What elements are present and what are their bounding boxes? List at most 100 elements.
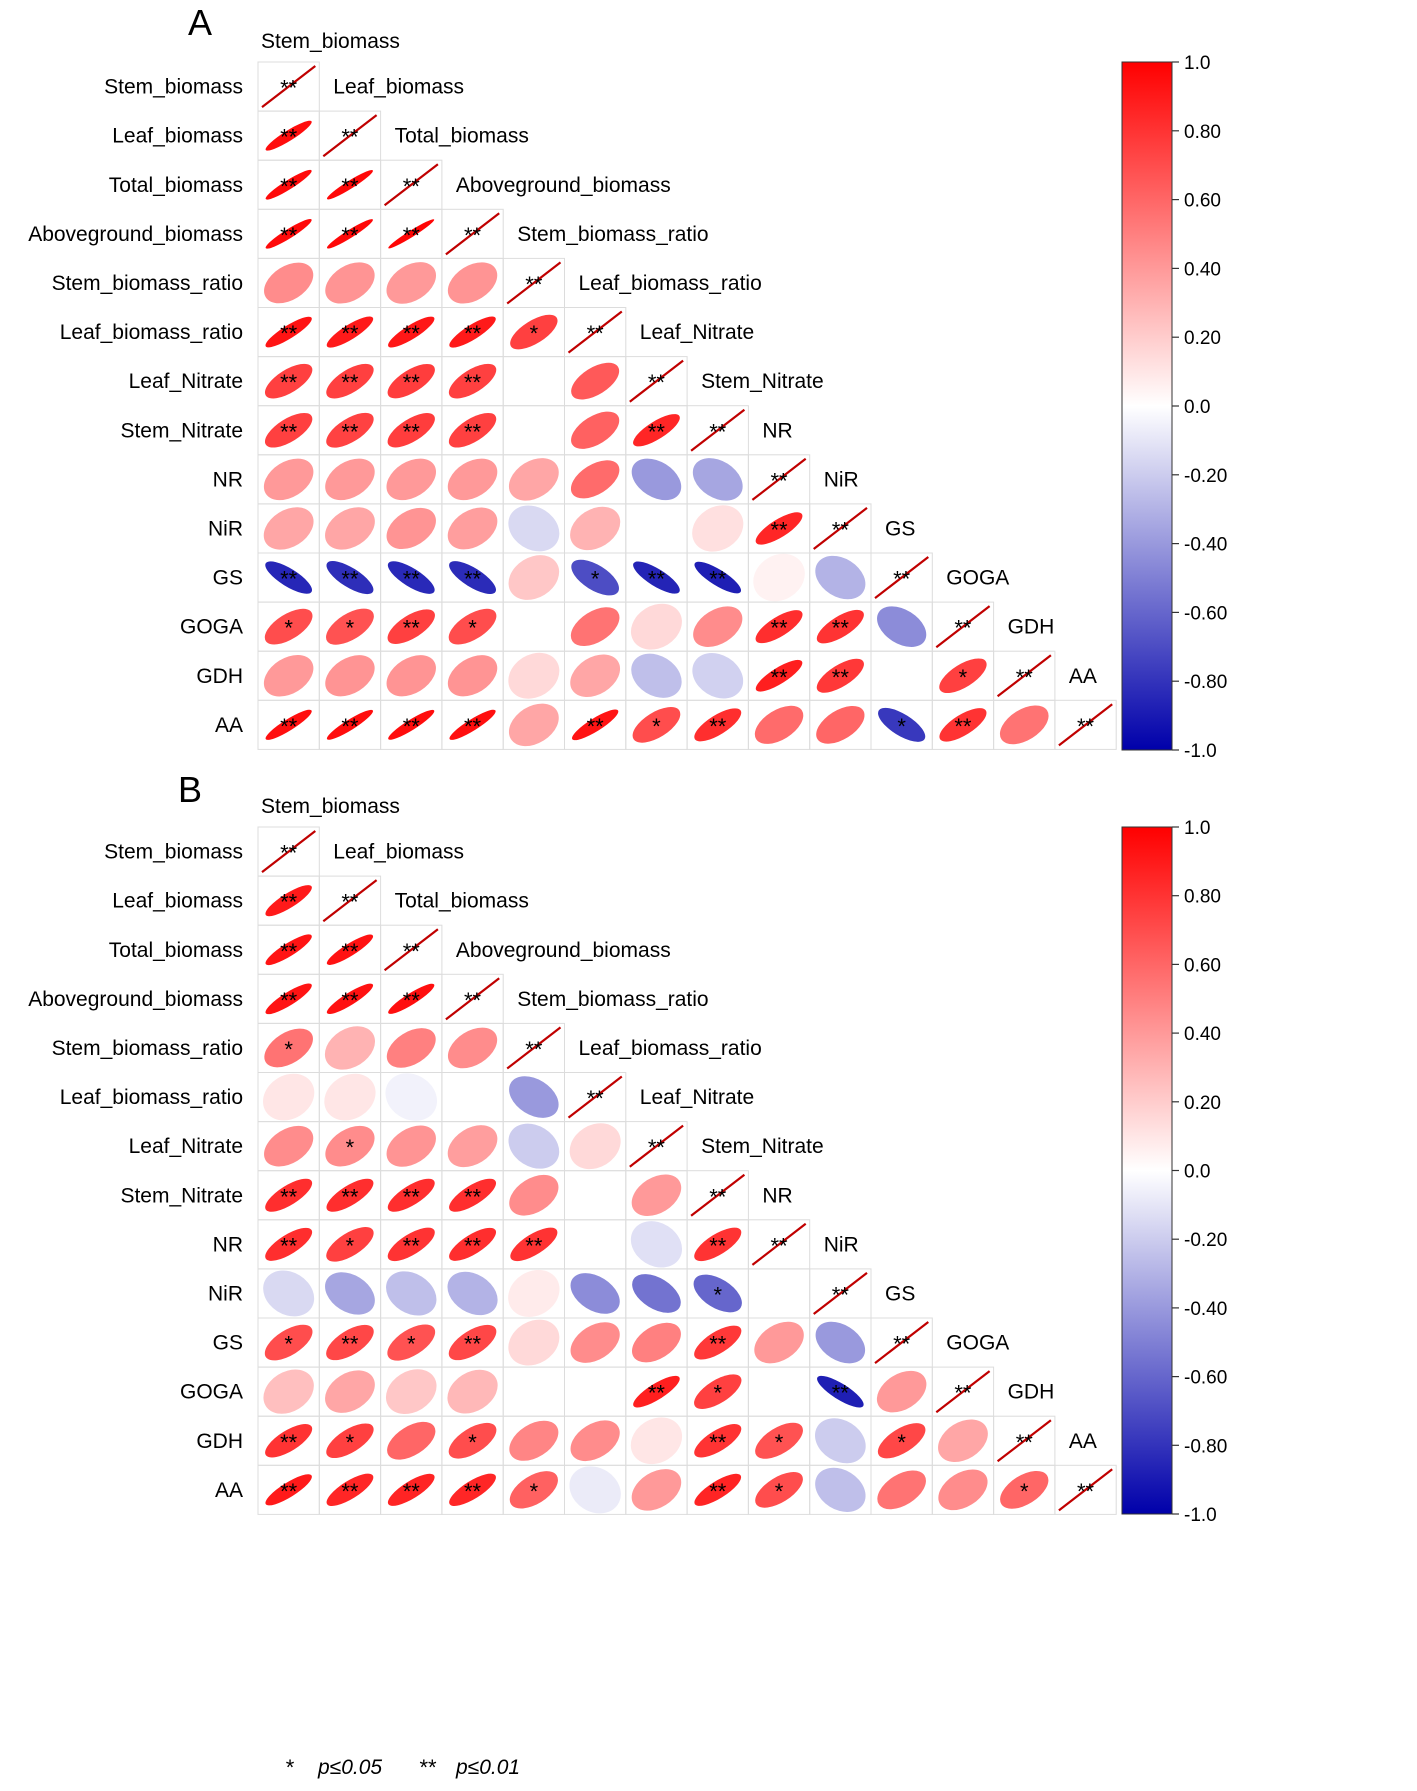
panel-b-ellipse — [447, 1369, 498, 1414]
panel-b-ellipse — [326, 1178, 374, 1212]
panel-b-colorbar-tick-label: -0.60 — [1184, 1368, 1227, 1389]
panel-b-sig-mark: ** — [280, 890, 298, 915]
panel-b-ellipse — [694, 1374, 742, 1409]
panel-a-cell-total-biomass-leaf-biomass: ** — [318, 159, 382, 210]
panel-a-ellipse — [508, 458, 559, 501]
panel-b-col-label-nr: NR — [762, 1184, 792, 1207]
legend-double-label: p≤0.01 — [455, 1756, 520, 1779]
panel-b-row-label-leaf-biomass-ratio: Leaf_biomass_ratio — [60, 1086, 243, 1109]
panel-b-cell-leaf-biomass-ratio-stem-biomass — [257, 1072, 320, 1123]
panel-a-cell-goga-aboveground-biomass: * — [441, 601, 504, 652]
panel-b-cell-aa-goga — [931, 1464, 995, 1515]
panel-b-ellipse — [509, 1471, 558, 1509]
panel-b-ellipse — [263, 1369, 314, 1414]
panel-a-sig-mark: ** — [280, 223, 298, 248]
panel-b-cell-stem-biomass-ratio-total-biomass — [380, 1022, 443, 1074]
panel-a-sig-mark: * — [284, 616, 293, 641]
panel-a-cell-goga-nir: ** — [809, 601, 872, 652]
panel-a-sig-mark: ** — [341, 223, 359, 248]
panel-a-sig-mark: ** — [464, 370, 482, 395]
panel-a-diag-mark: ** — [648, 370, 666, 395]
panel-a-cell-gdh-leaf-biomass-ratio — [564, 650, 627, 701]
panel-a-cell-aa-aa: ** — [1054, 699, 1117, 750]
panel-a-cell-total-biomass-stem-biomass: ** — [257, 159, 320, 210]
panel-a-col-label-aboveground-biomass: Aboveground_biomass — [456, 174, 671, 197]
panel-b-cell-nir-stem-biomass — [257, 1268, 320, 1319]
panel-b-col-label-nir: NiR — [824, 1233, 859, 1256]
panel-a-cell-nir-aboveground-biomass — [441, 503, 504, 554]
panel-a-cell-nr-stem-biomass — [257, 454, 320, 505]
panel-b-row-label-goga: GOGA — [180, 1381, 243, 1404]
panel-a-diag-line — [935, 605, 991, 649]
panel-b-cell-goga-gs — [870, 1366, 933, 1417]
panel-b-ellipse — [326, 1423, 374, 1459]
panel-a-ellipse — [447, 458, 498, 501]
panel-a-sig-mark: * — [959, 665, 968, 690]
panel-b-sig-mark: ** — [341, 1479, 359, 1504]
panel-a-cell-stem-biomass-ratio-stem-biomass-ratio: ** — [502, 257, 566, 308]
panel-a-ellipse — [694, 561, 742, 594]
panel-a-cell-gs-total-biomass: ** — [380, 552, 443, 603]
panel-b-cell-nr-total-biomass: ** — [380, 1219, 443, 1270]
panel-a-ellipse — [387, 609, 435, 644]
panel-a-ellipse — [510, 314, 558, 350]
panel-b-ellipse — [877, 1423, 926, 1459]
panel-a-cell-aa-nr — [747, 699, 811, 750]
panel-b-colorbar-tick-label: 0.40 — [1184, 1024, 1221, 1045]
panel-b-cell-goga-stem-nitrate: * — [686, 1366, 749, 1417]
panel-a-cell-leaf-biomass-stem-biomass: ** — [257, 110, 320, 161]
panel-a-ellipse — [325, 655, 375, 697]
panel-a-ellipse — [326, 709, 374, 740]
panel-a-diag-line — [445, 212, 500, 256]
panel-a-ellipse — [447, 507, 498, 550]
panel-a-cell-goga-stem-nitrate — [686, 601, 749, 652]
panel-b-ellipse — [447, 1027, 498, 1069]
panel-b-ellipse — [264, 1125, 314, 1167]
panel-a-ellipse — [630, 603, 682, 650]
panel-a-ellipse — [571, 559, 619, 596]
panel-b-cell-gdh-gs: * — [870, 1415, 933, 1466]
panel-b-ellipse — [265, 1474, 312, 1506]
panel-a-cell-nir-nr: ** — [747, 503, 811, 554]
panel-a-sig-mark: * — [468, 616, 477, 641]
panel-a-sig-mark: ** — [280, 321, 298, 346]
panel-a-diag-mark: ** — [1077, 714, 1095, 739]
panel-b-ellipse — [815, 1418, 866, 1464]
panel-a-ellipse — [264, 608, 313, 645]
panel-b-row-label-total-biomass: Total_biomass — [109, 939, 243, 962]
panel-b-diag-line — [322, 879, 378, 923]
panel-a-col-label-leaf-nitrate: Leaf_Nitrate — [640, 321, 754, 344]
panel-b-cell-gdh-leaf-biomass: * — [318, 1415, 382, 1466]
panel-a-ellipse — [326, 316, 374, 348]
panel-a-sig-mark: ** — [464, 714, 482, 739]
panel-a-row-label-gs: GS — [213, 567, 243, 590]
panel-b-cell-stem-biomass-stem-biomass: ** — [257, 826, 320, 877]
panel-b-row-label-nr: NR — [213, 1233, 243, 1256]
panel-b-cell-aa-leaf-biomass-ratio — [564, 1464, 627, 1515]
panel-a-cell-leaf-nitrate-stem-biomass-ratio — [502, 356, 566, 407]
panel-b-cell-goga-leaf-biomass-ratio — [564, 1366, 627, 1417]
panel-a-diag-mark: ** — [954, 616, 972, 641]
panel-a-colorbar-tick-label: -0.60 — [1184, 603, 1227, 624]
panel-a-ellipse — [815, 555, 866, 600]
panel-a-colorbar-tick-label: 0.0 — [1184, 397, 1210, 418]
panel-b-sig-mark: ** — [341, 1184, 359, 1209]
panel-b-ellipse — [387, 1178, 435, 1212]
panel-b-ellipse — [631, 1174, 682, 1217]
panel-b-colorbar — [1121, 826, 1173, 1515]
panel-a-cell-nr-stem-biomass-ratio — [502, 454, 566, 505]
panel-a-sig-mark: ** — [280, 419, 298, 444]
panel-a-ellipse — [571, 411, 620, 449]
panel-a-ellipse — [386, 507, 436, 550]
panel-a-ellipse — [448, 363, 497, 399]
panel-b-diag-mark: ** — [587, 1086, 605, 1111]
panel-a-cell-aboveground-biomass-total-biomass: ** — [380, 208, 443, 259]
panel-b-colorbar-tick-label: -0.40 — [1184, 1299, 1227, 1320]
panel-b-cell-gdh-nr: * — [747, 1415, 811, 1466]
panel-a-ellipse — [692, 458, 743, 501]
panel-a-ellipse — [816, 705, 865, 744]
panel-a-cell-gs-leaf-biomass: ** — [318, 552, 382, 603]
panel-b-sig-mark: * — [284, 1332, 293, 1357]
panel-a-diag-mark: ** — [587, 321, 605, 346]
